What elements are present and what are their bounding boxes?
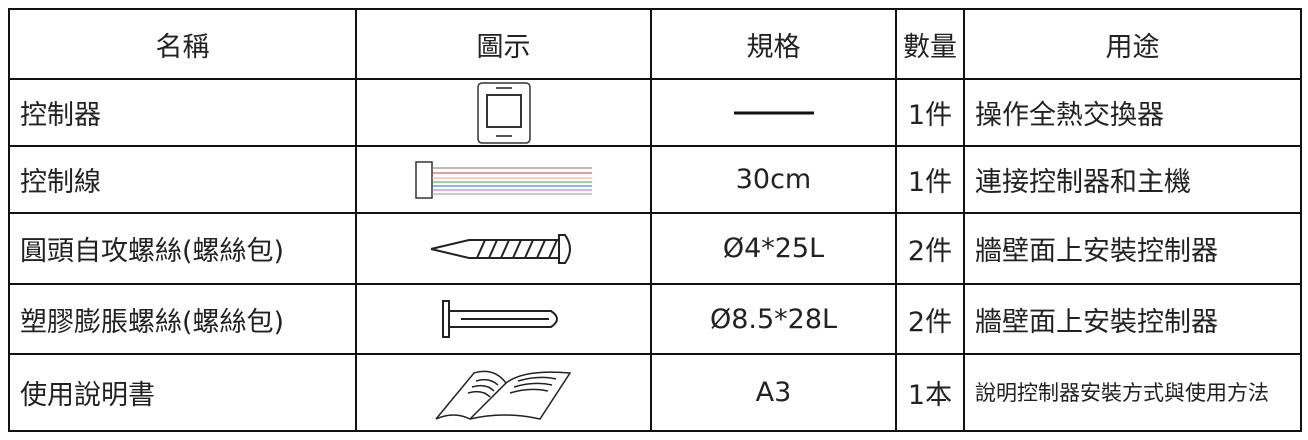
controller-icon [476, 81, 531, 144]
quantity-cell: 1件 [895, 78, 965, 147]
spec-cell: Ø4*25L [650, 212, 897, 285]
spec-cell [650, 78, 897, 147]
usage-cell: 連接控制器和主機 [963, 145, 1302, 214]
manual-icon [434, 370, 571, 420]
usage-cell: 牆壁面上安裝控制器 [963, 283, 1302, 355]
usage-cell: 操作全熱交換器 [963, 78, 1302, 147]
header-cell: 圖示 [355, 8, 652, 80]
row: 使用說明書 A3 1本 說明控制器安裝方式與使用方法 [8, 353, 1302, 432]
row: 圓頭自攻螺絲(螺絲包) Ø4*25L 2件 牆壁面上安裝控制器 [8, 212, 1302, 285]
header-row: 名稱 圖示 規格 數量 用途 [8, 8, 1302, 80]
spec-cell: Ø8.5*28L [650, 283, 897, 355]
name-cell: 使用說明書 [8, 353, 357, 432]
parts-table: 名稱 圖示 規格 數量 用途 控制器 1件 操作全熱交換器 控制線 [8, 8, 1302, 432]
icon-cell [355, 145, 652, 214]
spec-cell: A3 [650, 353, 897, 432]
quantity-cell: 2件 [895, 283, 965, 355]
row: 塑膠膨脹螺絲(螺絲包) Ø8.5*28L 2件 牆壁面上安裝控制器 [8, 283, 1302, 355]
dash-icon [733, 111, 814, 114]
usage-cell: 牆壁面上安裝控制器 [963, 212, 1302, 285]
screw-icon [430, 233, 571, 264]
row: 控制器 1件 操作全熱交換器 [8, 78, 1302, 147]
quantity-cell: 1件 [895, 145, 965, 214]
cable-icon [414, 160, 592, 199]
name-cell: 塑膠膨脹螺絲(螺絲包) [8, 283, 357, 355]
spec-cell: 30cm [650, 145, 897, 214]
header-cell: 用途 [963, 8, 1302, 80]
name-cell: 控制線 [8, 145, 357, 214]
name-cell: 圓頭自攻螺絲(螺絲包) [8, 212, 357, 285]
header-cell: 數量 [895, 8, 965, 80]
icon-cell [355, 78, 652, 147]
anchor-icon [441, 300, 558, 338]
icon-cell [355, 212, 652, 285]
header-cell: 規格 [650, 8, 897, 80]
quantity-cell: 1本 [895, 353, 965, 432]
usage-cell: 說明控制器安裝方式與使用方法 [963, 353, 1302, 432]
name-cell: 控制器 [8, 78, 357, 147]
header-cell: 名稱 [8, 8, 357, 80]
quantity-cell: 2件 [895, 212, 965, 285]
row: 控制線 30cm 1件 連接控制器和主機 [8, 145, 1302, 214]
icon-cell [355, 283, 652, 355]
icon-cell [355, 353, 652, 432]
